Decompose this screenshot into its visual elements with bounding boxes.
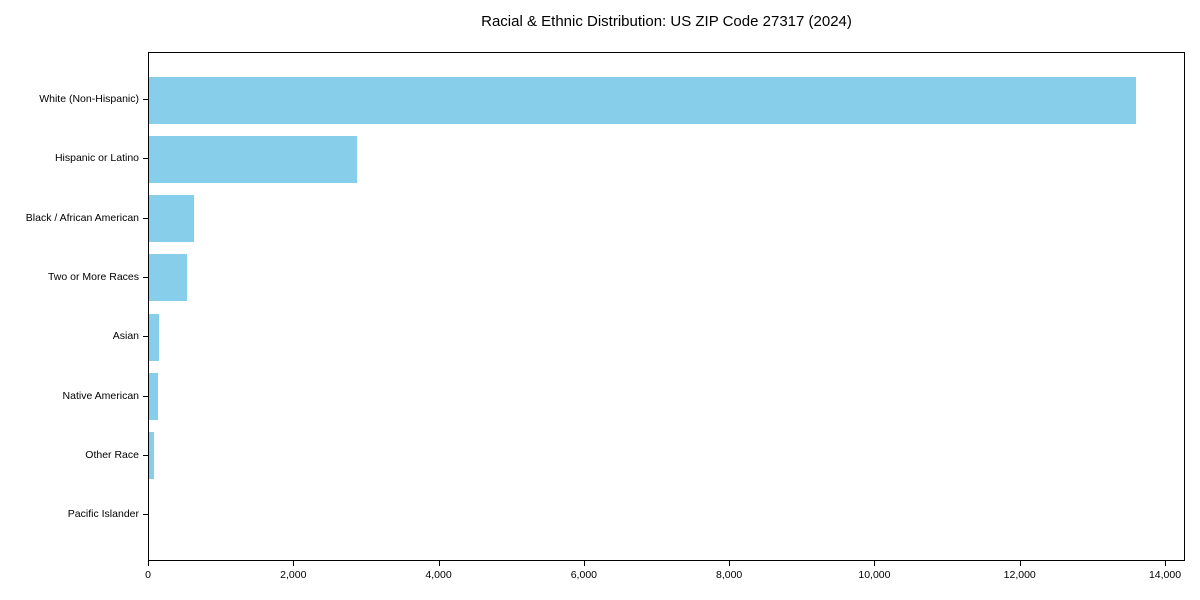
y-axis-label: Other Race — [85, 448, 139, 461]
x-tick-mark — [1019, 561, 1021, 566]
bar-asian — [149, 313, 160, 361]
bar-hispanic-or-latino — [149, 135, 357, 183]
y-axis-label: Native American — [62, 389, 139, 402]
chart-title: Racial & Ethnic Distribution: US ZIP Cod… — [481, 13, 852, 30]
x-tick-label: 6,000 — [570, 569, 597, 581]
bar-native-american — [149, 373, 158, 421]
y-axis-label: Asian — [112, 330, 139, 343]
x-tick-label: 4,000 — [425, 569, 452, 581]
bar-two-or-more-races — [149, 254, 187, 302]
x-tick-mark — [293, 561, 295, 566]
y-tick-mark — [143, 395, 148, 397]
y-tick-mark — [143, 99, 148, 100]
bar-other-race — [149, 432, 155, 480]
y-tick-mark — [143, 514, 148, 516]
y-tick-mark — [143, 336, 148, 338]
y-axis-label: Two or More Races — [47, 270, 139, 283]
x-tick-label: 8,000 — [716, 569, 743, 581]
x-tick-mark — [438, 561, 440, 566]
x-tick-mark — [583, 561, 585, 566]
x-tick-label: 14,000 — [1148, 569, 1182, 581]
y-axis-label: White (Non-Hispanic) — [39, 93, 139, 105]
x-tick-mark — [1165, 561, 1167, 566]
y-tick-mark — [143, 158, 148, 160]
y-tick-mark — [143, 276, 148, 278]
x-tick-mark — [148, 561, 149, 566]
x-tick-label: 12,000 — [1003, 569, 1036, 581]
x-tick-label: 2,000 — [280, 569, 307, 581]
bar-black-african-american — [149, 195, 195, 243]
plot-area — [148, 52, 1185, 561]
y-axis-label: Black / African American — [25, 211, 139, 224]
y-axis-label: Pacific Islander — [67, 508, 139, 521]
x-tick-mark — [874, 561, 876, 566]
y-tick-mark — [143, 217, 148, 219]
x-tick-mark — [729, 561, 731, 566]
x-tick-label: 0 — [145, 569, 151, 581]
x-tick-label: 10,000 — [858, 569, 891, 581]
y-axis-label: Hispanic or Latino — [54, 152, 139, 165]
bar-white-non-hispanic — [149, 76, 1137, 124]
y-tick-mark — [143, 454, 148, 456]
